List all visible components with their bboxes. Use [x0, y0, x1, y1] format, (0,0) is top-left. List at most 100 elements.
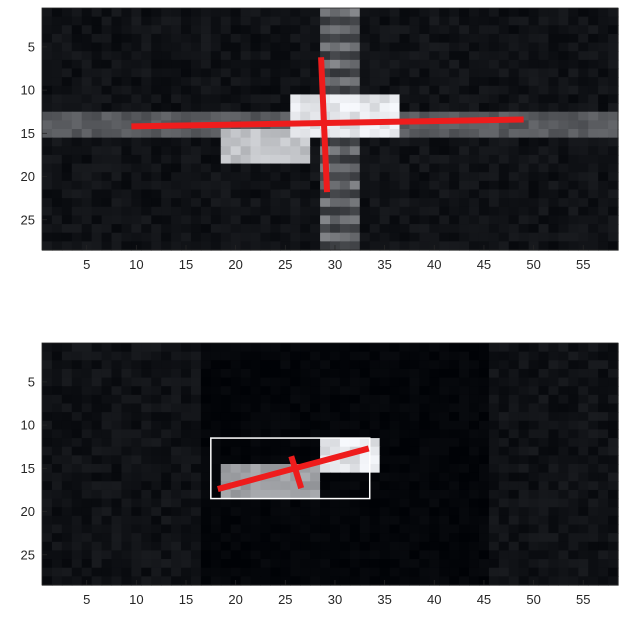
heatmap-cell — [568, 241, 579, 251]
heatmap-cell — [488, 498, 500, 508]
heatmap-cell — [101, 533, 113, 543]
heatmap-cell — [339, 351, 351, 361]
heatmap-cell — [439, 550, 450, 560]
heatmap-cell — [349, 206, 361, 217]
heatmap-cell — [439, 103, 450, 113]
heatmap-cell — [200, 180, 212, 191]
heatmap-cell — [260, 360, 272, 370]
heatmap-cell — [181, 224, 192, 234]
heatmap-cell — [598, 33, 609, 44]
heatmap-cell — [608, 481, 619, 491]
heatmap-cell — [419, 533, 430, 543]
heatmap-cell — [210, 559, 222, 569]
heatmap-cell — [260, 368, 272, 379]
heatmap-cell — [330, 550, 341, 560]
heatmap-cell — [608, 403, 619, 413]
heatmap-cell — [449, 403, 460, 413]
heatmap-cell — [459, 59, 470, 70]
heatmap-cell — [71, 438, 83, 448]
heatmap-cell — [389, 224, 401, 234]
heatmap-cell — [131, 103, 142, 113]
heatmap-cell — [598, 567, 609, 577]
heatmap-cell — [141, 8, 152, 18]
heatmap-cell — [598, 94, 609, 104]
heatmap-cell — [121, 429, 132, 439]
heatmap-cell — [469, 559, 480, 569]
heatmap-cell — [359, 16, 371, 26]
heatmap-cell — [42, 515, 53, 526]
heatmap-cell — [51, 16, 63, 26]
heatmap-cell — [568, 420, 579, 431]
heatmap-cell — [389, 446, 401, 456]
heatmap-cell — [260, 515, 272, 526]
heatmap-cell — [498, 8, 510, 18]
heatmap-cell — [61, 59, 73, 70]
heatmap-cell — [280, 420, 291, 431]
heatmap-cell — [260, 481, 272, 491]
heatmap-cell — [439, 446, 450, 456]
heatmap-cell — [508, 455, 520, 465]
heatmap-cell — [230, 472, 242, 482]
heatmap-cell — [260, 489, 272, 500]
heatmap-cell — [548, 533, 560, 543]
heatmap-cell — [478, 189, 490, 199]
heatmap-cell — [101, 33, 113, 44]
heatmap-cell — [478, 550, 490, 560]
heatmap-cell — [151, 533, 162, 543]
heatmap-cell — [409, 472, 420, 482]
x-tick-label: 15 — [179, 257, 193, 272]
heatmap-cell — [548, 481, 560, 491]
heatmap-cell — [300, 576, 311, 586]
heatmap-cell — [171, 85, 182, 96]
heatmap-cell — [161, 377, 172, 387]
heatmap-cell — [200, 403, 212, 413]
heatmap-cell — [61, 224, 73, 234]
heatmap-cell — [419, 172, 430, 182]
heatmap-cell — [369, 498, 381, 508]
heatmap-cell — [270, 42, 281, 52]
heatmap-cell — [439, 386, 450, 396]
heatmap-cell — [528, 455, 540, 465]
heatmap-cell — [91, 386, 103, 396]
heatmap-cell — [359, 163, 371, 173]
heatmap-cell — [558, 94, 569, 104]
heatmap-cell — [449, 111, 460, 121]
heatmap-cell — [538, 455, 550, 465]
heatmap-cell — [469, 224, 480, 234]
heatmap-cell — [81, 129, 93, 139]
heatmap-cell — [290, 16, 301, 26]
heatmap-cell — [379, 189, 391, 199]
heatmap-cell — [141, 206, 152, 217]
heatmap-cell — [339, 429, 351, 439]
heatmap-cell — [548, 559, 560, 569]
heatmap-cell — [42, 360, 53, 370]
heatmap-cell — [101, 464, 113, 474]
heatmap-cell — [290, 77, 301, 87]
heatmap-cell — [300, 533, 311, 543]
heatmap-cell — [151, 146, 162, 156]
heatmap-cell — [379, 429, 391, 439]
heatmap-cell — [399, 94, 411, 104]
heatmap-cell — [190, 368, 202, 379]
heatmap-cell — [280, 8, 291, 18]
heatmap-cell — [260, 403, 272, 413]
heatmap-cell — [419, 420, 430, 431]
heatmap-cell — [260, 438, 272, 448]
heatmap-cell — [81, 438, 93, 448]
heatmap-cell — [181, 163, 192, 173]
heatmap-cell — [389, 559, 401, 569]
heatmap-cell — [81, 343, 93, 353]
heatmap-cell — [429, 189, 440, 199]
heatmap-cell — [42, 103, 53, 113]
heatmap-cell — [190, 241, 202, 251]
heatmap-cell — [161, 343, 172, 353]
heatmap-cell — [111, 455, 123, 465]
heatmap-cell — [200, 59, 212, 70]
heatmap-cell — [359, 59, 371, 70]
heatmap-cell — [538, 576, 550, 586]
heatmap-cell — [151, 360, 162, 370]
heatmap-cell — [339, 206, 351, 217]
heatmap-cell — [101, 481, 113, 491]
heatmap-cell — [389, 137, 401, 147]
heatmap-cell — [488, 438, 500, 448]
